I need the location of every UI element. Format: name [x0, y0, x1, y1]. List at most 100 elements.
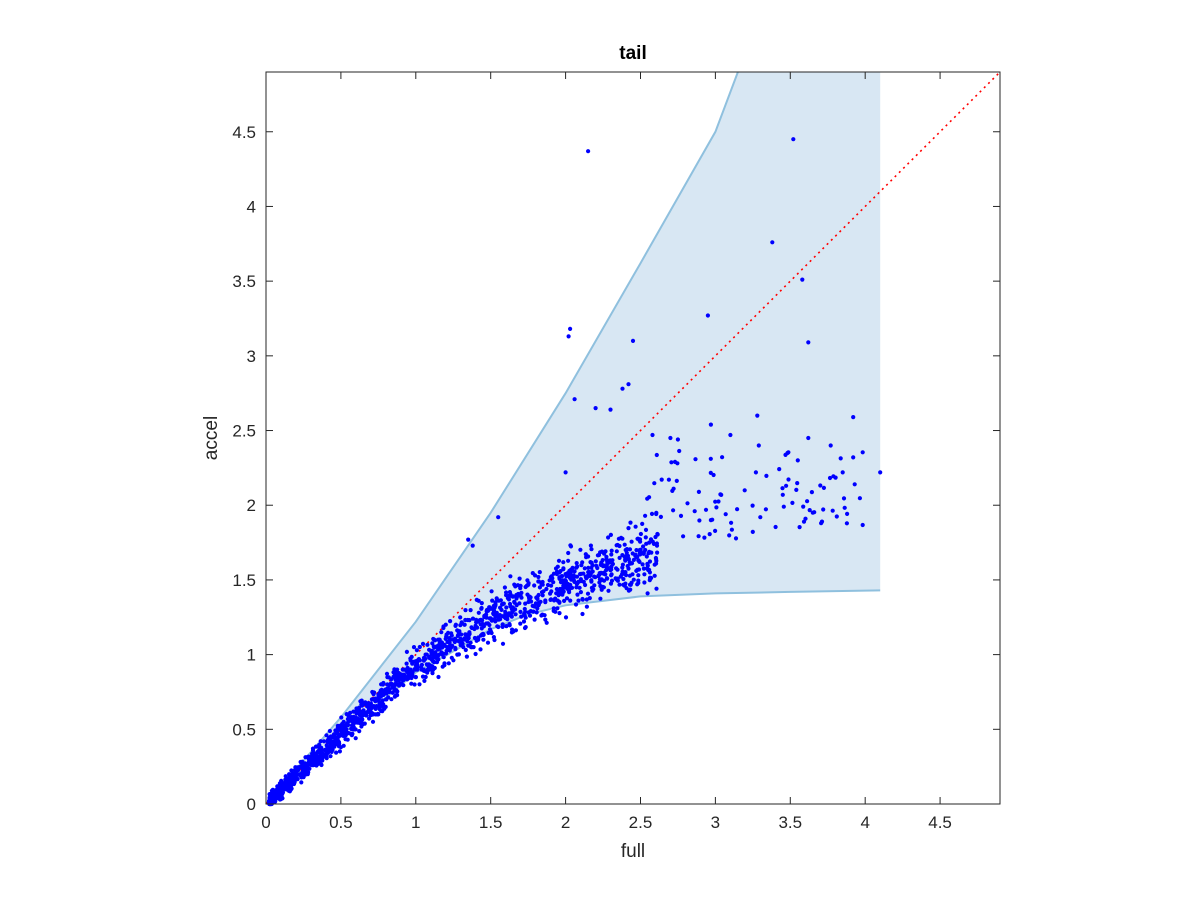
- scatter-point: [272, 796, 277, 801]
- scatter-point: [507, 622, 512, 627]
- scatter-point: [641, 566, 647, 571]
- scatter-point: [710, 517, 715, 522]
- scatter-point: [780, 492, 785, 497]
- scatter-point: [291, 771, 296, 776]
- scatter-point: [427, 647, 432, 652]
- scatter-point: [504, 624, 509, 629]
- scatter-point: [301, 771, 307, 776]
- scatter-point: [496, 515, 501, 520]
- scatter-point: [562, 598, 567, 604]
- scatter-point: [629, 539, 634, 544]
- scatter-point: [284, 777, 289, 782]
- scatter-point: [674, 478, 679, 483]
- scatter-point: [840, 470, 845, 475]
- scatter-point: [532, 617, 537, 622]
- scatter-point: [555, 564, 560, 569]
- scatter-point: [334, 750, 339, 755]
- scatter-point: [572, 579, 577, 585]
- y-tick-label: 2: [247, 496, 256, 515]
- scatter-point: [619, 572, 625, 577]
- scatter-point: [487, 622, 492, 628]
- scatter-point: [417, 644, 422, 650]
- scatter-point: [301, 766, 306, 771]
- scatter-point: [392, 672, 398, 677]
- scatter-point: [582, 566, 587, 571]
- scatter-point: [536, 574, 541, 580]
- scatter-point: [696, 534, 701, 539]
- scatter-point: [577, 585, 582, 590]
- scatter-point: [647, 540, 652, 545]
- scatter-point: [306, 770, 311, 775]
- scatter-point: [764, 473, 769, 478]
- x-tick-label: 1.5: [479, 813, 503, 832]
- scatter-point: [575, 592, 580, 597]
- scatter-point: [601, 570, 607, 575]
- scatter-point: [857, 496, 863, 501]
- scatter-point: [359, 724, 364, 729]
- scatter-point: [830, 508, 835, 513]
- scatter-point: [644, 554, 649, 559]
- x-tick-label: 1: [411, 813, 420, 832]
- scatter-point: [609, 572, 614, 577]
- scatter-point: [443, 636, 448, 642]
- scatter-point: [640, 521, 645, 527]
- scatter-point: [750, 529, 755, 535]
- scatter-point: [566, 334, 571, 339]
- scatter-point: [427, 667, 432, 672]
- scatter-point: [675, 437, 681, 442]
- scatter-point: [481, 637, 486, 642]
- scatter-point: [615, 567, 620, 572]
- scatter-point: [498, 617, 503, 622]
- scatter-point: [491, 608, 496, 613]
- scatter-point: [380, 701, 385, 706]
- scatter-point: [643, 527, 649, 533]
- scatter-point: [742, 488, 747, 493]
- scatter-point: [517, 576, 522, 581]
- scatter-point: [628, 520, 633, 525]
- scatter-point: [411, 645, 417, 650]
- scatter-point: [561, 566, 566, 571]
- scatter-point: [756, 443, 761, 448]
- scatter-point: [580, 597, 585, 602]
- scatter-point: [458, 615, 463, 620]
- scatter-point: [755, 413, 760, 418]
- scatter-point: [382, 690, 387, 695]
- scatter-point: [487, 605, 492, 610]
- scatter-point: [538, 599, 543, 604]
- scatter-point: [478, 617, 483, 623]
- scatter-point: [452, 639, 457, 645]
- scatter-point: [563, 615, 569, 620]
- scatter-point: [633, 524, 638, 529]
- scatter-point: [590, 569, 595, 574]
- scatter-point: [620, 553, 625, 558]
- scatter-point: [548, 591, 553, 596]
- scatter-point: [585, 591, 591, 596]
- scatter-point: [518, 621, 523, 626]
- scatter-point: [572, 569, 577, 574]
- scatter-point: [548, 575, 554, 580]
- scatter-point: [633, 553, 638, 558]
- scatter-point: [720, 455, 725, 460]
- scatter-point: [413, 674, 418, 680]
- scatter-point: [504, 605, 509, 610]
- scatter-point: [606, 588, 611, 593]
- scatter-point: [289, 783, 294, 788]
- scatter-point: [519, 595, 524, 600]
- scatter-point: [499, 607, 504, 613]
- scatter-point: [648, 575, 653, 580]
- scatter-point: [478, 647, 483, 652]
- scatter-point: [803, 516, 808, 521]
- x-tick-label: 0: [261, 813, 270, 832]
- x-axis: 0 0.5 1 1.5 2 2.5 3 3.5 4 4.5: [261, 72, 952, 832]
- scatter-point: [370, 689, 375, 695]
- scatter-point: [446, 661, 451, 666]
- scatter-point: [671, 486, 676, 491]
- scatter-point: [384, 671, 390, 676]
- scatter-point: [341, 733, 346, 739]
- scatter-point: [366, 701, 371, 706]
- scatter-point: [371, 697, 376, 702]
- scatter-point: [521, 619, 527, 624]
- scatter-point: [439, 645, 444, 650]
- scatter-point: [399, 674, 404, 679]
